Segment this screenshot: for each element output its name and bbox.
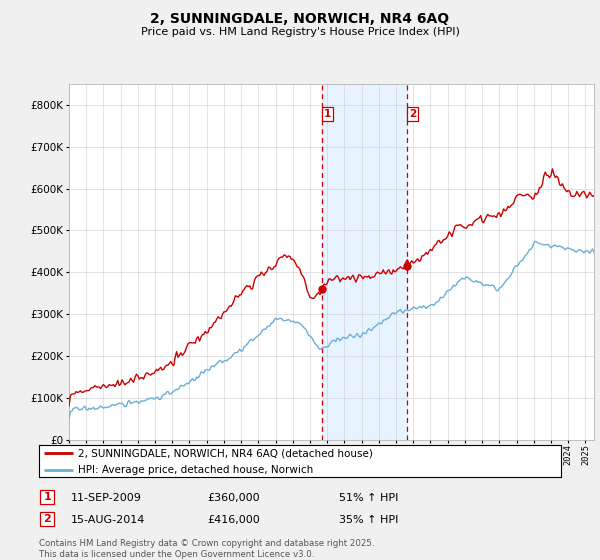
Text: Price paid vs. HM Land Registry's House Price Index (HPI): Price paid vs. HM Land Registry's House … (140, 27, 460, 37)
Text: £360,000: £360,000 (207, 493, 260, 503)
Text: 15-AUG-2014: 15-AUG-2014 (71, 515, 145, 525)
Text: 1: 1 (324, 109, 332, 119)
Text: HPI: Average price, detached house, Norwich: HPI: Average price, detached house, Norw… (78, 465, 313, 475)
Text: £416,000: £416,000 (207, 515, 260, 525)
Bar (322, 84, 407, 440)
Text: 2, SUNNINGDALE, NORWICH, NR4 6AQ (detached house): 2, SUNNINGDALE, NORWICH, NR4 6AQ (detach… (78, 449, 373, 459)
Text: 2: 2 (44, 514, 51, 524)
Text: 51% ↑ HPI: 51% ↑ HPI (339, 493, 398, 503)
Text: 35% ↑ HPI: 35% ↑ HPI (339, 515, 398, 525)
Bar (40, 489, 55, 504)
Bar (40, 512, 55, 526)
Text: 1: 1 (44, 492, 51, 502)
Text: 11-SEP-2009: 11-SEP-2009 (71, 493, 142, 503)
Text: Contains HM Land Registry data © Crown copyright and database right 2025.
This d: Contains HM Land Registry data © Crown c… (39, 539, 374, 559)
Text: 2, SUNNINGDALE, NORWICH, NR4 6AQ: 2, SUNNINGDALE, NORWICH, NR4 6AQ (151, 12, 449, 26)
Text: 2: 2 (409, 109, 416, 119)
